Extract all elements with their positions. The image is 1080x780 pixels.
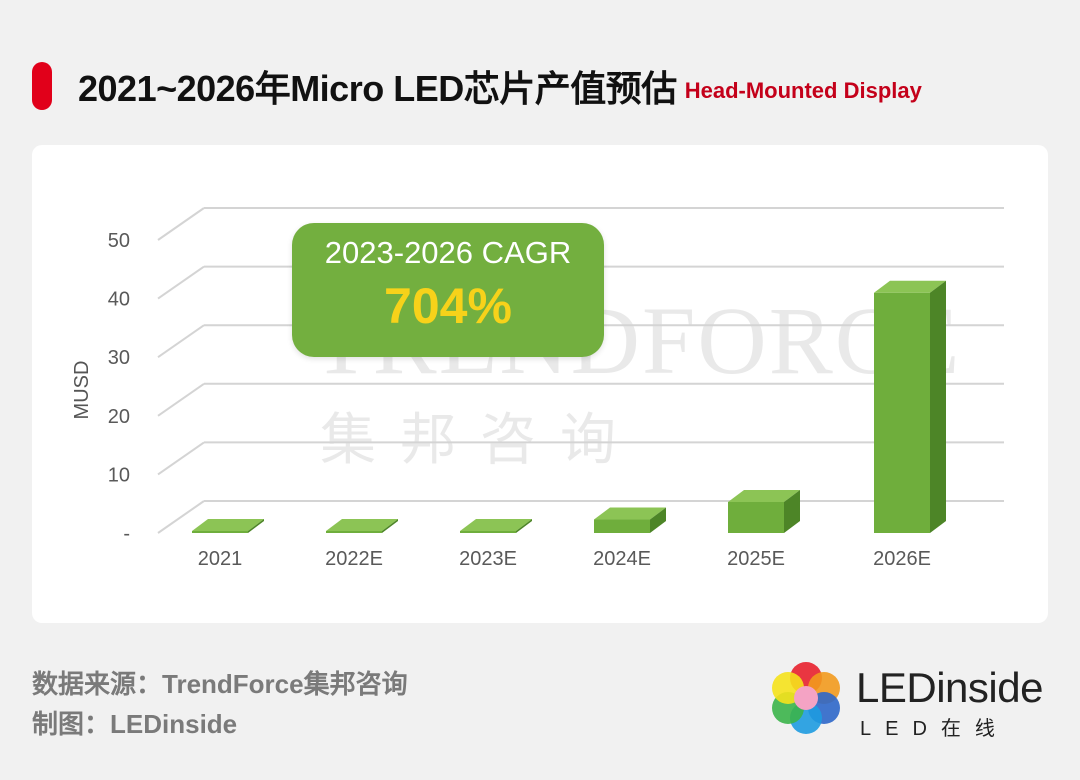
y-tick-label: 40 (108, 289, 130, 311)
bar-front (326, 531, 382, 533)
logo-subtext: LED在线 (860, 718, 1009, 740)
bar-side (930, 280, 946, 533)
gridline-depth (157, 382, 205, 417)
title-accent-mark (32, 62, 52, 110)
logo-petals-icon (772, 662, 840, 734)
bar-side (248, 519, 264, 533)
bar (460, 519, 532, 533)
bar-top (192, 519, 264, 531)
y-tick-label: 50 (108, 230, 130, 252)
x-tick-label: 2024E (593, 548, 651, 570)
y-axis-ticks: - 10 20 30 40 50 (108, 230, 130, 545)
bar-top (326, 519, 398, 531)
gridline-depth (157, 265, 205, 300)
y-tick-label: 20 (108, 406, 130, 428)
gridline-depth (157, 441, 205, 476)
bar (728, 489, 800, 533)
bar-side (784, 489, 800, 533)
bar (874, 280, 946, 533)
x-tick-label: 2026E (873, 548, 931, 570)
data-source: 数据来源：TrendForce集邦咨询 (32, 669, 408, 699)
cagr-label: 2023-2026 CAGR (324, 235, 572, 270)
bars (192, 280, 946, 533)
chart-credit: 制图：LEDinside (32, 709, 238, 739)
bar-front (594, 519, 650, 533)
bar-chart: - 10 20 30 40 50 2021 2022E 2023E 2024E 2025E 2026… (71, 207, 1004, 570)
bar-side (650, 507, 666, 533)
x-tick-label: 2023E (459, 548, 517, 570)
y-tick-label: 30 (108, 347, 130, 369)
chart-card: TRENDFORCE 集邦咨询 -10 20 30 40 50 2021 2022E 202… (32, 145, 1048, 623)
y-axis-label: MUSD (71, 361, 93, 420)
bar-top (594, 507, 666, 520)
footer: 数据来源：TrendForce集邦咨询 制图：LEDinside (32, 664, 408, 744)
x-tick-label: 2022E (325, 548, 383, 570)
bar (192, 519, 264, 533)
logo-text: LEDinside (856, 664, 1043, 711)
y-tick-label: 10 (108, 464, 130, 486)
gridline-depth (157, 324, 205, 359)
gridline-depth (157, 207, 205, 241)
y-tick-label: - (123, 523, 130, 545)
title-bar: 2021~2026年Micro LED芯片产值预估 Head-Mounted D… (32, 58, 922, 114)
cagr-value: 704% (384, 278, 512, 334)
bar-top (874, 280, 946, 293)
bar-front (192, 531, 248, 533)
ledinside-logo: LEDinside LED在线 (768, 660, 1058, 740)
bar (594, 507, 666, 533)
bar-top (728, 489, 800, 502)
bar-front (874, 292, 930, 533)
watermark-chinese: 集邦咨询 (320, 408, 640, 471)
gridline-depth (157, 500, 205, 534)
x-tick-label: 2025E (727, 548, 785, 570)
cagr-annotation: 2023-2026 CAGR 704% (292, 223, 604, 357)
x-tick-label: 2021 (198, 548, 243, 570)
chart-title: 2021~2026年Micro LED芯片产值预估 (78, 68, 677, 109)
x-axis-labels: 2021 2022E 2023E 2024E 2025E 2026E (198, 548, 931, 570)
bar-top (460, 519, 532, 531)
bar-side (516, 519, 532, 533)
bar (326, 519, 398, 533)
bar-front (460, 531, 516, 533)
bar-front (728, 501, 784, 533)
chart-subtitle: Head-Mounted Display (684, 78, 922, 103)
bar-side (382, 519, 398, 533)
